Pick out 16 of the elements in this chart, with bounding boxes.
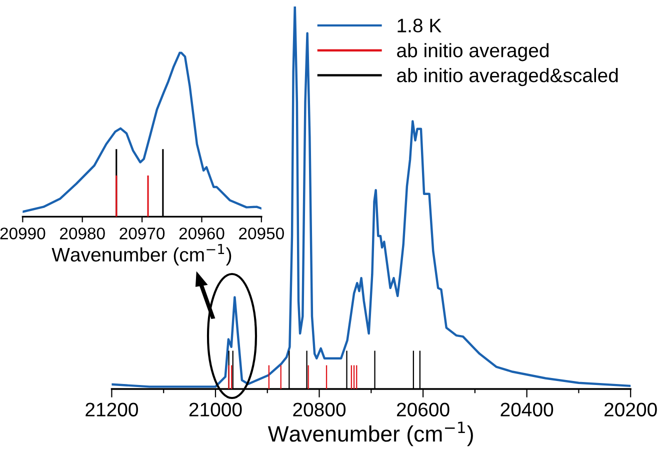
x-axis-title: Wavenumber (cm$^{−1}$) xyxy=(52,244,232,266)
x-axis-title: Wavenumber (cm$^{−1}$) xyxy=(268,422,473,446)
legend-label: 1.8 K xyxy=(398,18,442,32)
x-tick-label: 20980 xyxy=(60,228,105,240)
x-tick-label: 20950 xyxy=(239,228,284,240)
x-tick-label: 21000 xyxy=(189,402,242,416)
x-tick-label: 20990 xyxy=(0,228,46,240)
x-tick-label: 20800 xyxy=(293,402,346,416)
x-tick-label: 20960 xyxy=(179,228,224,240)
legend-label: ab initio averaged&scaled xyxy=(397,68,618,86)
x-tick-label: 20970 xyxy=(120,228,165,240)
x-tick-label: 20400 xyxy=(500,402,554,416)
x-tick-label: 21200 xyxy=(86,402,138,416)
x-tick-label: 20600 xyxy=(396,402,450,416)
x-tick-label: 20200 xyxy=(604,402,657,416)
legend-label: ab initio averaged xyxy=(397,43,549,62)
